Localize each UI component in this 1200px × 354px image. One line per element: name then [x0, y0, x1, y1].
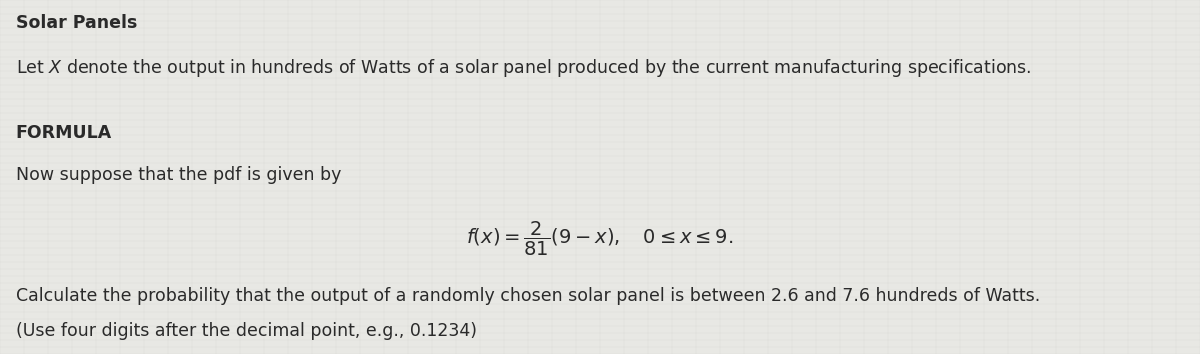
Text: $f(x) = \dfrac{2}{81}(9-x), \quad 0 \leq x \leq 9.$: $f(x) = \dfrac{2}{81}(9-x), \quad 0 \leq… [467, 219, 733, 258]
Text: Solar Panels: Solar Panels [16, 14, 137, 32]
Text: FORMULA: FORMULA [16, 124, 112, 142]
Text: (Use four digits after the decimal point, e.g., 0.1234): (Use four digits after the decimal point… [16, 322, 476, 340]
Text: Calculate the probability that the output of a randomly chosen solar panel is be: Calculate the probability that the outpu… [16, 287, 1040, 305]
Text: Let $\mathit{X}$ denote the output in hundreds of Watts of a solar panel produce: Let $\mathit{X}$ denote the output in hu… [16, 57, 1031, 79]
Text: Now suppose that the pdf is given by: Now suppose that the pdf is given by [16, 166, 341, 184]
